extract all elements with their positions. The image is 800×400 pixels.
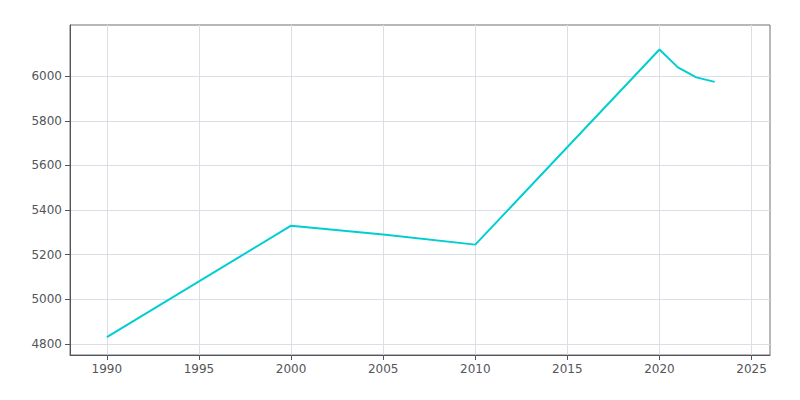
svg-text:1995: 1995 [184, 362, 215, 376]
svg-text:5600: 5600 [31, 158, 62, 172]
svg-text:5000: 5000 [31, 292, 62, 306]
svg-text:1990: 1990 [92, 362, 123, 376]
svg-text:2005: 2005 [368, 362, 399, 376]
svg-text:2015: 2015 [552, 362, 583, 376]
svg-text:2025: 2025 [736, 362, 767, 376]
svg-text:2000: 2000 [276, 362, 307, 376]
svg-text:6000: 6000 [31, 69, 62, 83]
svg-text:4800: 4800 [31, 337, 62, 351]
svg-text:2020: 2020 [644, 362, 675, 376]
svg-text:2010: 2010 [460, 362, 491, 376]
svg-text:5400: 5400 [31, 203, 62, 217]
svg-text:5800: 5800 [31, 114, 62, 128]
svg-text:5200: 5200 [31, 248, 62, 262]
